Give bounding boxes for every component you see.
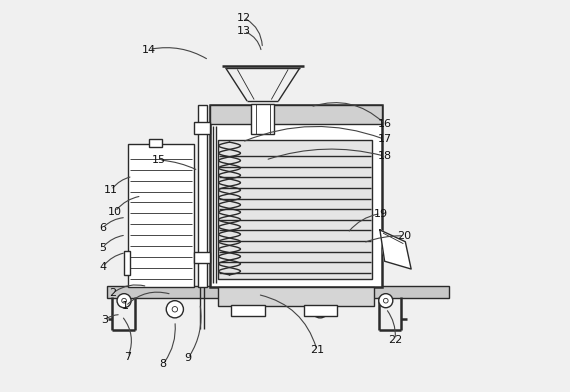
Circle shape [117,294,131,308]
Text: 17: 17 [377,134,392,144]
Text: 22: 22 [388,335,402,345]
Text: 9: 9 [185,353,192,363]
Text: 18: 18 [377,151,392,161]
Text: 20: 20 [397,231,411,241]
Text: 4: 4 [99,262,106,272]
Text: 5: 5 [99,243,106,252]
Text: 3: 3 [101,315,108,325]
Text: 16: 16 [377,119,392,129]
Bar [124,251,130,275]
Polygon shape [380,230,411,269]
Bar [128,144,194,287]
Bar [149,139,162,147]
Bar [231,305,264,316]
Text: 8: 8 [160,359,166,369]
Text: 1: 1 [122,301,129,311]
Text: 2: 2 [109,288,117,298]
Bar [251,104,274,134]
Circle shape [166,301,184,318]
Bar [304,305,337,316]
Text: 12: 12 [237,13,251,23]
Text: 14: 14 [142,45,156,54]
Text: 15: 15 [152,155,166,165]
Text: 6: 6 [99,223,106,233]
Bar [107,286,449,298]
Bar [210,105,382,287]
Text: 10: 10 [108,207,122,217]
Text: 21: 21 [310,345,324,355]
Text: 7: 7 [124,352,132,362]
Bar [198,105,207,287]
Text: 11: 11 [104,185,118,195]
Bar [194,122,210,134]
Bar [218,287,374,306]
Circle shape [312,301,329,318]
Circle shape [378,294,393,308]
Text: 19: 19 [374,209,388,219]
Text: 13: 13 [237,26,251,36]
Bar [210,105,382,124]
Bar [194,252,210,263]
Bar [218,140,372,279]
